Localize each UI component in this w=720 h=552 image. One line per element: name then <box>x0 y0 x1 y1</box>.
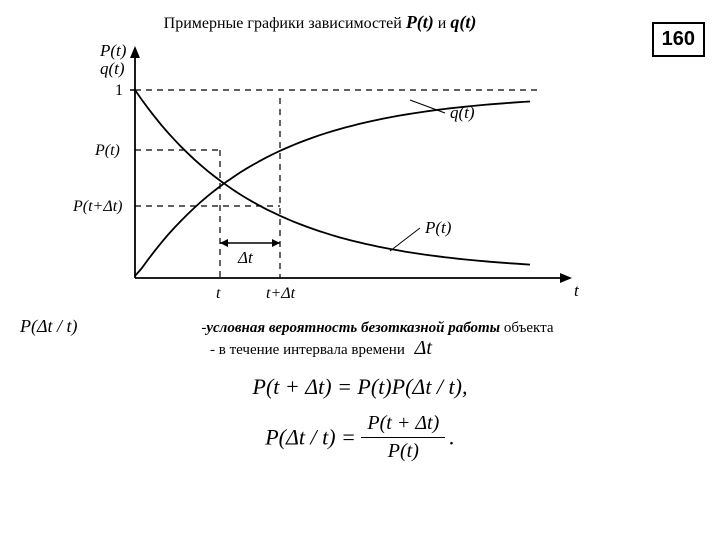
caption-bold: условная вероятность безотказной работы <box>206 320 500 336</box>
page-number: 160 <box>652 22 705 57</box>
svg-text:Δt: Δt <box>237 248 254 267</box>
chart-svg: P(t)q(t)t1P(t)P(t+Δt)tt+ΔtΔtq(t)P(t) <box>30 38 590 308</box>
svg-text:P(t+Δt): P(t+Δt) <box>72 198 123 215</box>
formula2-tail: . <box>449 425 455 450</box>
svg-text:q(t): q(t) <box>450 103 475 122</box>
title-and: и <box>434 15 451 32</box>
caption-sub: - в течение интервала времени Δt <box>210 337 720 360</box>
formula2-den: P(t) <box>361 438 445 463</box>
caption-tail: объекта <box>500 320 553 336</box>
svg-text:t: t <box>216 285 221 302</box>
svg-text:P(t): P(t) <box>99 41 127 60</box>
caption-lhs: P(Δt / t) <box>20 316 78 336</box>
formula-2: P(Δt / t) = P(t + Δt) P(t) . <box>0 412 720 463</box>
reliability-chart: P(t)q(t)t1P(t)P(t+Δt)tt+ΔtΔtq(t)P(t) <box>30 38 590 308</box>
title-pt: P(t) <box>406 12 434 32</box>
svg-text:t: t <box>574 281 580 300</box>
caption-main: -условная вероятность безотказной работы… <box>201 320 553 336</box>
title-qt: q(t) <box>450 12 476 32</box>
svg-text:P(t): P(t) <box>94 142 120 159</box>
caption-dt: Δt <box>415 337 432 359</box>
caption-row: P(Δt / t) -условная вероятность безотказ… <box>20 316 720 337</box>
svg-text:P(t): P(t) <box>424 218 452 237</box>
page-title: Примерные графики зависимостей P(t) и q(… <box>40 12 600 33</box>
svg-text:1: 1 <box>115 82 123 99</box>
svg-text:t+Δt: t+Δt <box>266 285 296 302</box>
formula2-frac: P(t + Δt) P(t) <box>361 412 445 463</box>
caption-line2: - в течение интервала времени <box>210 342 405 358</box>
formula2-lhs: P(Δt / t) = <box>265 425 361 450</box>
svg-text:q(t): q(t) <box>100 59 125 78</box>
formula2-num: P(t + Δt) <box>361 412 445 438</box>
title-prefix: Примерные графики зависимостей <box>164 15 406 32</box>
formula-1: P(t + Δt) = P(t)P(Δt / t), <box>0 374 720 400</box>
